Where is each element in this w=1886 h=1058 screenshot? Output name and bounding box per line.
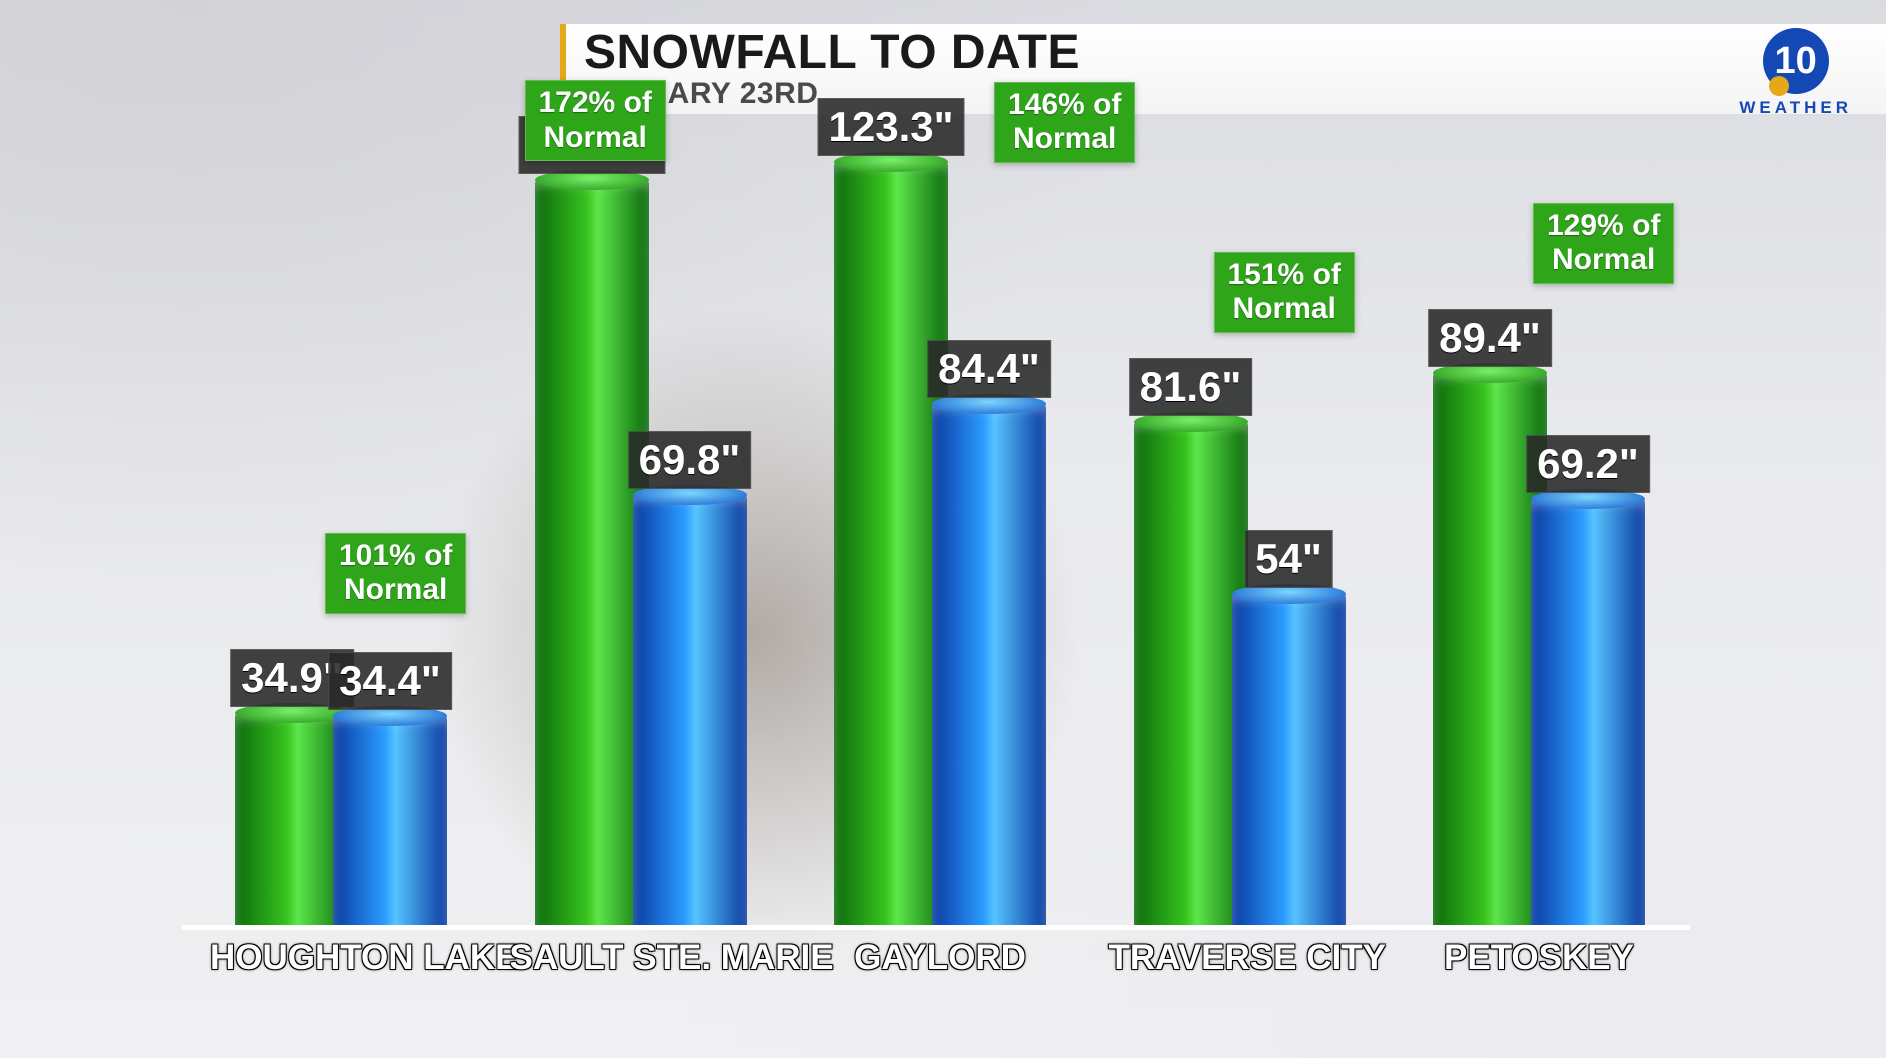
bar-group: 34.9"101% ofNormal34.4" xyxy=(210,120,472,930)
value-label-actual: 123.3" xyxy=(817,98,964,156)
bar-actual: 123.3"146% ofNormal xyxy=(834,162,948,930)
value-label-actual: 89.4" xyxy=(1428,309,1552,367)
value-label-normal: 69.8" xyxy=(628,431,752,489)
axis-label: HOUGHTON LAKE xyxy=(210,930,472,986)
bar-group: 89.4"129% ofNormal69.2" xyxy=(1408,120,1670,930)
bar-normal: 84.4" xyxy=(932,404,1046,930)
bar-group: 123.3"146% ofNormal84.4" xyxy=(809,120,1071,930)
value-label-normal: 54" xyxy=(1244,530,1333,588)
axis-label: TRAVERSE CITY xyxy=(1109,930,1371,986)
bar-group: 120.3"172% ofNormal69.8" xyxy=(510,120,772,930)
station-wordmark: WEATHER xyxy=(1739,98,1852,118)
axis-label: PETOSKEY xyxy=(1408,930,1670,986)
value-label-normal: 69.2" xyxy=(1526,435,1650,493)
bar-actual: 81.6"151% ofNormal xyxy=(1134,422,1248,930)
bar-group: 81.6"151% ofNormal54" xyxy=(1109,120,1371,930)
value-label-normal: 84.4" xyxy=(927,340,1051,398)
value-label-actual: 81.6" xyxy=(1129,358,1253,416)
bar-normal: 69.2" xyxy=(1531,499,1645,930)
weather-graphic: SNOWFALL TO DATE JANUARY 23RD 10 WEATHER… xyxy=(0,0,1886,1058)
graphic-title: SNOWFALL TO DATE xyxy=(584,28,1080,78)
pct-of-normal-badge: 151% ofNormal xyxy=(1214,252,1355,333)
axis-label: GAYLORD xyxy=(809,930,1071,986)
bar-normal: 69.8" xyxy=(633,495,747,930)
title-banner: SNOWFALL TO DATE JANUARY 23RD 10 WEATHER xyxy=(560,24,1886,114)
pct-of-normal-badge: 101% ofNormal xyxy=(325,533,466,614)
bar-actual: 34.9"101% ofNormal xyxy=(235,713,349,930)
station-logo: 10 WEATHER xyxy=(1739,28,1852,118)
pct-of-normal-badge: 129% ofNormal xyxy=(1533,203,1674,284)
axis-label: SAULT STE. MARIE xyxy=(510,930,772,986)
station-number: 10 xyxy=(1775,40,1817,83)
bar-normal: 34.4" xyxy=(333,716,447,930)
bar-normal: 54" xyxy=(1232,594,1346,930)
bar-actual: 120.3"172% ofNormal xyxy=(535,180,649,930)
station-badge: 10 xyxy=(1763,28,1829,94)
value-label-normal: 34.4" xyxy=(328,652,452,710)
snowfall-bar-chart: 34.9"101% ofNormal34.4"120.3"172% ofNorm… xyxy=(210,120,1670,986)
pct-of-normal-badge: 172% ofNormal xyxy=(525,80,666,161)
